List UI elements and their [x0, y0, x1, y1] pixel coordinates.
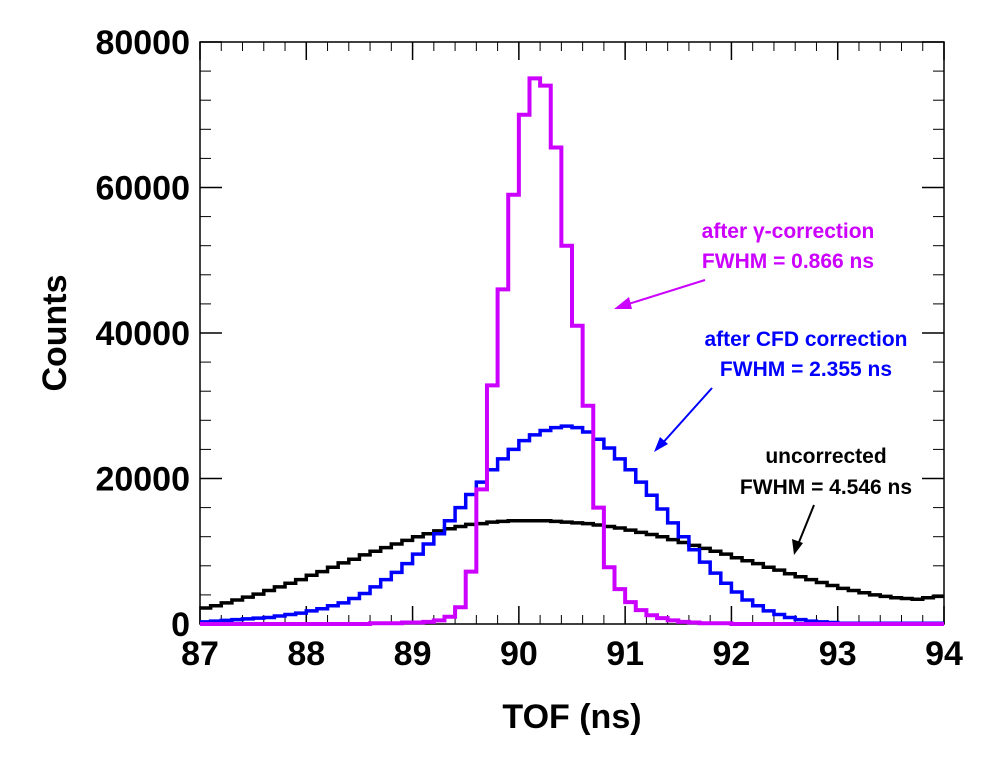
histogram-series-1 — [200, 424, 944, 626]
histogram-series-2 — [200, 76, 944, 626]
annotation-gamma-line1: after γ-correction — [702, 220, 875, 243]
annotation-uncorrected-arrow-head — [792, 539, 803, 555]
x-tick-label: 89 — [394, 635, 432, 673]
annotation-cfd: after CFD correction FWHM = 2.355 ns — [654, 328, 908, 452]
x-tick-label: 91 — [606, 635, 644, 673]
y-tick-label: 20000 — [95, 461, 190, 499]
annotation-gamma-arrow-shaft — [621, 279, 706, 307]
x-tick-label: 87 — [181, 635, 219, 673]
x-tick-label: 92 — [713, 635, 751, 673]
y-tick-label: 80000 — [95, 24, 190, 62]
annotation-uncorrected: uncorrected FWHM = 4.546 ns — [740, 445, 912, 555]
annotation-uncorrected-arrow-shaft — [796, 504, 815, 548]
annotation-gamma-arrow-head — [614, 297, 632, 309]
series-group — [200, 76, 944, 626]
x-tick-label: 88 — [287, 635, 325, 673]
annotation-uncorrected-line2: FWHM = 4.546 ns — [740, 476, 912, 499]
x-axis-title: TOF (ns) — [502, 698, 641, 736]
annotation-cfd-arrow-head — [654, 437, 668, 452]
x-tick-label: 94 — [925, 635, 963, 673]
annotation-cfd-line1: after CFD correction — [704, 328, 907, 351]
histogram-series-0 — [200, 518, 944, 610]
y-tick-label: 60000 — [95, 170, 190, 208]
y-axis-title: Counts — [36, 274, 74, 391]
x-tick-label: 93 — [819, 635, 857, 673]
annotation-cfd-line2: FWHM = 2.355 ns — [720, 358, 892, 381]
annotation-gamma-line2: FWHM = 0.866 ns — [702, 250, 874, 273]
x-tick-label: 90 — [500, 635, 538, 673]
y-tick-label: 0 — [171, 606, 190, 644]
annotation-gamma: after γ-correction FWHM = 0.866 ns — [614, 220, 874, 309]
annotation-uncorrected-line1: uncorrected — [765, 445, 886, 468]
y-tick-label: 40000 — [95, 315, 190, 353]
annotation-cfd-arrow-shaft — [659, 387, 713, 447]
